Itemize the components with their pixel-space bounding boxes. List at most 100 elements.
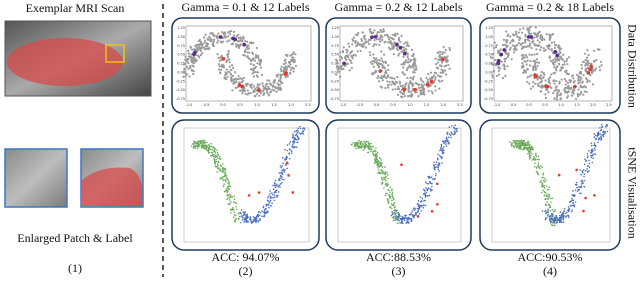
point xyxy=(382,179,384,181)
point xyxy=(213,39,215,41)
point xyxy=(589,167,591,169)
point xyxy=(534,83,536,85)
point xyxy=(556,98,558,100)
point xyxy=(390,206,392,208)
point xyxy=(513,145,515,147)
point xyxy=(427,73,429,75)
x-tick-label: 0.0 xyxy=(526,103,532,107)
point xyxy=(245,217,247,219)
point xyxy=(438,88,440,90)
point xyxy=(227,53,229,55)
point xyxy=(234,82,236,84)
point xyxy=(543,72,545,74)
point xyxy=(445,143,447,145)
point xyxy=(544,93,546,95)
point xyxy=(410,221,412,223)
point xyxy=(368,152,370,154)
point xyxy=(448,47,450,49)
point xyxy=(586,49,588,51)
point xyxy=(539,37,541,39)
point xyxy=(605,126,607,128)
point xyxy=(420,206,422,208)
point xyxy=(197,140,199,142)
point xyxy=(494,63,496,65)
point xyxy=(550,198,552,200)
point xyxy=(394,34,396,36)
point xyxy=(576,182,578,184)
point xyxy=(538,62,540,64)
labeled-point xyxy=(582,210,585,213)
point xyxy=(286,67,288,69)
point xyxy=(411,83,413,85)
accuracy: ACC:90.53% xyxy=(517,250,582,264)
point xyxy=(229,196,231,198)
labeled-point xyxy=(399,46,403,50)
point xyxy=(526,76,528,78)
point xyxy=(223,33,225,35)
point xyxy=(292,133,294,135)
point xyxy=(376,164,378,166)
point xyxy=(432,92,434,94)
point xyxy=(188,75,190,77)
point xyxy=(536,78,538,80)
point xyxy=(223,76,225,78)
point xyxy=(383,76,385,78)
point xyxy=(550,49,552,51)
point xyxy=(431,186,433,188)
point xyxy=(565,213,567,215)
point xyxy=(572,205,574,207)
point xyxy=(456,130,458,132)
point xyxy=(554,59,556,61)
point xyxy=(512,44,514,46)
point xyxy=(524,148,526,150)
point xyxy=(358,147,360,149)
point xyxy=(495,46,497,48)
point xyxy=(397,223,399,225)
point xyxy=(241,215,243,217)
point xyxy=(214,149,216,151)
y-tick-label: -0.75 xyxy=(484,97,493,101)
point xyxy=(589,163,591,165)
point xyxy=(387,87,389,89)
point xyxy=(289,153,291,155)
point xyxy=(513,51,515,53)
point xyxy=(215,159,217,161)
point xyxy=(492,53,494,55)
point xyxy=(565,216,567,218)
point xyxy=(355,142,357,144)
point xyxy=(543,186,545,188)
point xyxy=(563,88,565,90)
point xyxy=(215,155,217,157)
point xyxy=(549,39,551,41)
point xyxy=(236,208,238,210)
point xyxy=(587,157,589,159)
point xyxy=(585,160,587,162)
point xyxy=(434,89,436,91)
point xyxy=(279,177,281,179)
point xyxy=(296,146,298,148)
point xyxy=(339,55,341,57)
point xyxy=(409,95,411,97)
point xyxy=(402,66,404,68)
point xyxy=(528,75,530,77)
x-tick-label: -0.5 xyxy=(356,103,363,107)
point xyxy=(227,35,229,37)
point xyxy=(397,33,399,35)
point xyxy=(555,222,557,224)
point xyxy=(218,63,220,65)
point xyxy=(424,192,426,194)
point xyxy=(393,216,395,218)
point xyxy=(547,91,549,93)
point xyxy=(436,166,438,168)
point xyxy=(395,217,397,219)
mri-scan xyxy=(5,21,151,96)
point xyxy=(286,55,288,57)
point xyxy=(543,47,545,49)
y-tick-label: 1.00 xyxy=(331,35,339,39)
point xyxy=(399,81,401,83)
point xyxy=(575,98,577,100)
point xyxy=(527,144,529,146)
point xyxy=(197,148,199,150)
point xyxy=(418,83,420,85)
column-title: Gamma = 0.2 & 18 Labels xyxy=(486,0,614,14)
